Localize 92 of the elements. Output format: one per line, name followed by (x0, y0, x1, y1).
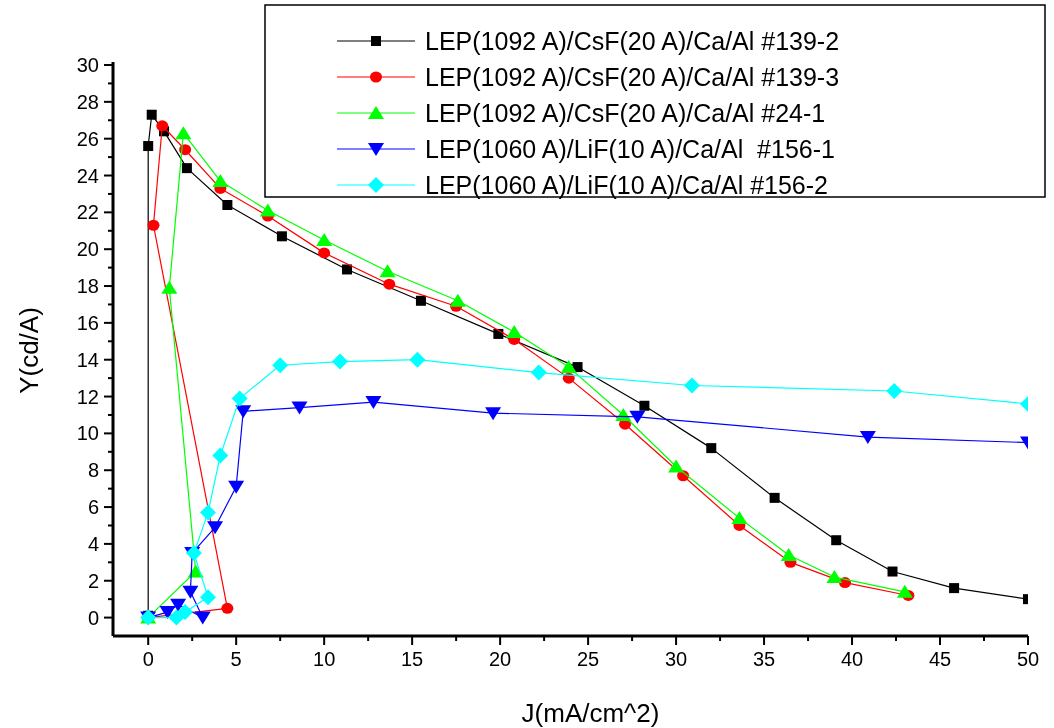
y-tick-label: 20 (76, 238, 99, 261)
point (159, 606, 176, 620)
point (168, 609, 185, 626)
point (177, 604, 194, 621)
point (896, 584, 913, 598)
y-tick-label: 14 (76, 348, 99, 371)
point (222, 199, 233, 210)
x-tick-label: 20 (488, 648, 512, 670)
point (826, 570, 843, 584)
point (886, 383, 903, 400)
x-tick-label: 40 (840, 648, 864, 670)
point (231, 390, 248, 407)
y-tick-label: 4 (87, 532, 99, 555)
point (409, 351, 426, 368)
point (194, 611, 211, 625)
point (668, 459, 685, 473)
point (200, 589, 217, 606)
y-tick-label: 22 (76, 201, 99, 224)
point (146, 109, 157, 120)
point (342, 264, 353, 275)
point (316, 232, 333, 246)
legend-label: LEP(1092 A)/CsF(20 A)/Ca/Al #139-3 (425, 63, 840, 91)
y-tick-label: 28 (76, 90, 99, 113)
point (706, 443, 717, 454)
point (949, 583, 960, 594)
point (235, 405, 252, 419)
point (212, 174, 229, 188)
point (212, 447, 229, 464)
x-axis-title: J(mA/cm^2) (521, 698, 660, 728)
point (170, 598, 187, 612)
x-tick-label: 50 (1016, 648, 1040, 670)
point (683, 377, 700, 394)
y-tick-label: 24 (76, 164, 99, 187)
x-tick-label: 25 (576, 648, 600, 670)
point (143, 141, 154, 152)
point (259, 203, 276, 217)
y-tick-label: 30 (76, 54, 99, 76)
point (485, 407, 502, 421)
point (181, 163, 192, 174)
y-tick-label: 10 (76, 422, 99, 445)
point (379, 264, 396, 278)
point (161, 280, 178, 294)
point (276, 231, 287, 242)
x-tick-label: 45 (928, 648, 952, 670)
x-tick-label: 15 (401, 648, 424, 670)
point (221, 602, 234, 614)
point (615, 407, 632, 421)
point (530, 364, 547, 381)
x-tick-label: 35 (752, 648, 776, 670)
point (200, 504, 217, 521)
point (887, 566, 898, 577)
x-tick-label: 30 (664, 648, 688, 670)
point (291, 401, 308, 415)
point (147, 219, 160, 231)
point (831, 535, 842, 546)
point (365, 396, 382, 410)
x-tick-label: 0 (142, 648, 154, 670)
y-tick-label: 8 (87, 459, 99, 482)
y-tick-label: 2 (87, 569, 99, 592)
y-tick-label: 26 (76, 127, 99, 150)
point (731, 511, 748, 525)
point (859, 431, 876, 445)
point (629, 410, 646, 424)
point (331, 353, 348, 370)
point (560, 360, 577, 374)
point (415, 295, 426, 306)
y-tick-label: 12 (76, 385, 99, 408)
point (272, 357, 289, 374)
point (156, 120, 169, 132)
point (228, 480, 245, 494)
point (383, 278, 396, 290)
point (449, 293, 466, 307)
legend-label: LEP(1092 A)/CsF(20 A)/Ca/Al #139-2 (425, 27, 840, 55)
y-tick-label: 6 (87, 496, 99, 519)
point (780, 547, 797, 561)
point (572, 362, 583, 373)
x-tick-label: 5 (230, 648, 242, 670)
legend-label: LEP(1092 A)/CsF(20 A)/Ca/Al #24-1 (425, 99, 826, 127)
point (769, 492, 780, 503)
x-tick-label: 10 (313, 648, 336, 670)
point (639, 400, 650, 411)
point (182, 585, 199, 599)
y-tick-label: 0 (87, 606, 99, 629)
point (506, 325, 523, 339)
y-axis-title: Y(cd/A) (14, 307, 44, 394)
point (318, 247, 331, 259)
legend-label: LEP(1060 A)/LiF(10 A)/Ca/Al #156-1 (425, 135, 835, 163)
y-tick-label: 18 (76, 275, 99, 298)
point (207, 521, 224, 535)
point (175, 126, 192, 140)
y-tick-label: 16 (76, 311, 99, 334)
legend-label: LEP(1060 A)/LiF(10 A)/Ca/Al #156-2 (425, 171, 829, 199)
